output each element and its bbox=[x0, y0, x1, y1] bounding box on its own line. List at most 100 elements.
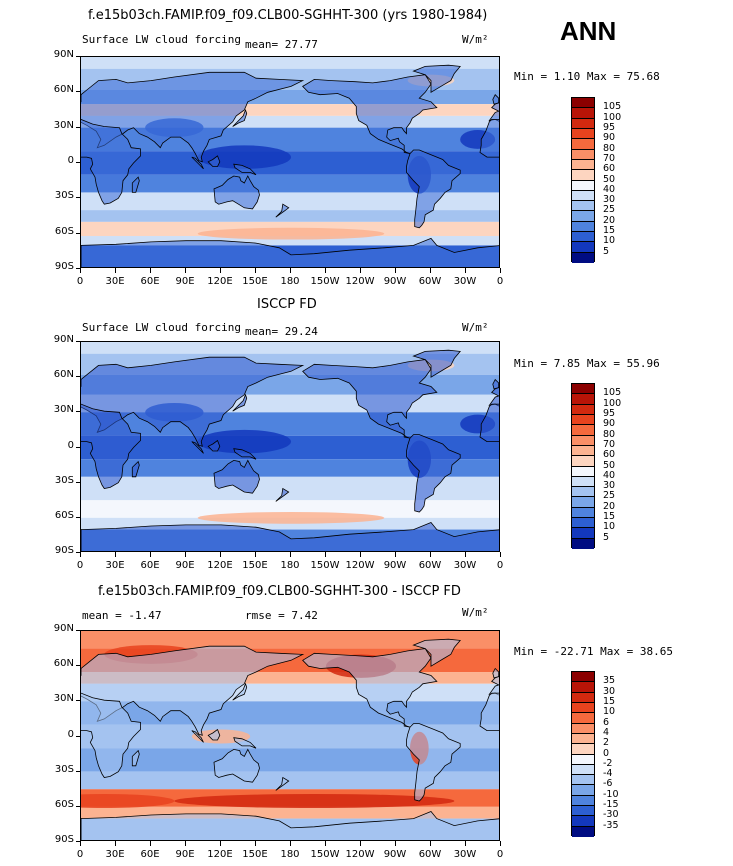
lon-tick-label: 150E bbox=[242, 849, 268, 860]
colorbar-swatch bbox=[572, 128, 594, 140]
lon-tick-mark bbox=[115, 268, 116, 273]
colorbar-label: 15 bbox=[603, 225, 616, 237]
lon-tick-label: 120E bbox=[207, 276, 233, 287]
field-band bbox=[81, 806, 499, 819]
colorbar-label: -10 bbox=[603, 788, 619, 800]
coastline bbox=[479, 119, 499, 158]
coastline bbox=[232, 108, 248, 127]
lon-tick-mark bbox=[395, 841, 396, 846]
coastline bbox=[302, 359, 438, 439]
lon-tick-mark bbox=[185, 841, 186, 846]
lon-tick-mark bbox=[395, 552, 396, 557]
colorbar-label: 50 bbox=[603, 173, 616, 185]
lon-tick-mark bbox=[360, 552, 361, 557]
colorbar-swatch bbox=[572, 795, 594, 807]
colorbar-swatch bbox=[572, 682, 594, 693]
coastline bbox=[492, 378, 499, 390]
coastline bbox=[479, 403, 499, 442]
lon-tick-label: 180 bbox=[280, 849, 300, 860]
colorbar-swatch bbox=[572, 435, 594, 446]
colorbar-label: -15 bbox=[603, 799, 619, 811]
lat-tick-label: 90S bbox=[54, 545, 74, 556]
colorbar-label: 0 bbox=[603, 747, 610, 759]
field-band bbox=[81, 115, 499, 128]
lat-tick-mark bbox=[76, 232, 80, 234]
lat-tick-label: 30S bbox=[54, 190, 74, 202]
panel1-mean: mean= 27.77 bbox=[245, 38, 318, 51]
coastline bbox=[81, 403, 141, 489]
lon-tick-mark bbox=[185, 268, 186, 273]
lon-tick-label: 0 bbox=[76, 276, 84, 287]
coastline bbox=[488, 102, 499, 122]
coastline bbox=[406, 149, 461, 229]
lon-tick-mark bbox=[255, 552, 256, 557]
lat-tick-label: 0 bbox=[67, 155, 74, 166]
field-band bbox=[81, 748, 499, 772]
lon-tick-label: 90E bbox=[175, 276, 195, 287]
lon-tick-mark bbox=[465, 841, 466, 846]
colorbar-swatch bbox=[572, 159, 594, 171]
lon-tick-label: 30W bbox=[453, 276, 477, 287]
colorbar-label: 4 bbox=[603, 726, 610, 738]
colorbar-swatch bbox=[572, 702, 594, 714]
colorbar-label: 60 bbox=[603, 449, 616, 461]
colorbar-swatch bbox=[572, 692, 594, 703]
colorbar-swatch bbox=[572, 98, 594, 109]
lon-tick-label: 60E bbox=[140, 560, 160, 571]
lat-tick-mark bbox=[76, 126, 80, 128]
coastline bbox=[406, 723, 461, 802]
field-band bbox=[81, 476, 499, 501]
lat-tick-mark bbox=[76, 552, 80, 553]
colorbar-swatch bbox=[572, 785, 594, 796]
lon-tick-label: 150E bbox=[242, 276, 268, 287]
lon-tick-label: 90W bbox=[383, 849, 407, 860]
lon-tick-label: 30W bbox=[453, 849, 477, 860]
field-anomaly bbox=[197, 429, 291, 454]
colorbar-label: 40 bbox=[603, 183, 616, 195]
panel2-mean: mean= 29.24 bbox=[245, 325, 318, 338]
colorbar-swatch bbox=[572, 466, 594, 477]
colorbar-swatch bbox=[572, 252, 594, 263]
field-anomaly bbox=[174, 793, 455, 809]
panel3-minmax: Min = -22.71 Max = 38.65 bbox=[514, 645, 673, 658]
lat-tick-label: 90N bbox=[53, 334, 74, 345]
lat-tick-label: 90S bbox=[54, 834, 74, 845]
lon-tick-label: 90E bbox=[175, 560, 195, 571]
colorbar-swatch bbox=[572, 826, 594, 837]
lat-tick-label: 90N bbox=[53, 623, 74, 634]
coastline bbox=[207, 155, 221, 167]
coastline bbox=[275, 203, 290, 218]
colorbar-label: -2 bbox=[603, 757, 613, 769]
lon-tick-label: 150E bbox=[242, 560, 268, 571]
lon-tick-label: 0 bbox=[76, 560, 84, 571]
lat-tick-mark bbox=[76, 376, 80, 378]
panel1-title: f.e15b03ch.FAMIP.f09_f09.CLB00-SGHHT-300… bbox=[88, 8, 488, 23]
coastline bbox=[232, 393, 248, 412]
lon-tick-mark bbox=[150, 552, 151, 557]
lat-tick-label: 90N bbox=[53, 49, 74, 60]
panel3-mean: mean = -1.47 bbox=[82, 609, 162, 622]
colorbar-swatch bbox=[572, 528, 594, 539]
coastline bbox=[412, 638, 461, 667]
lat-tick-mark bbox=[76, 446, 80, 448]
colorbar-label: 10 bbox=[603, 706, 616, 718]
colorbar-swatch bbox=[572, 221, 594, 233]
field-band bbox=[81, 500, 499, 518]
coastline bbox=[81, 119, 141, 205]
colorbar-swatch bbox=[572, 425, 594, 436]
lat-tick-label: 30N bbox=[53, 693, 74, 705]
lon-tick-mark bbox=[115, 841, 116, 846]
lat-tick-mark bbox=[76, 630, 80, 631]
lon-tick-mark bbox=[395, 268, 396, 273]
field-band bbox=[81, 631, 499, 649]
colorbar-swatch bbox=[572, 118, 594, 129]
coastline bbox=[213, 748, 260, 783]
field-band bbox=[81, 104, 499, 116]
lon-tick-mark bbox=[220, 268, 221, 273]
lon-tick-mark bbox=[360, 841, 361, 846]
lat-tick-mark bbox=[76, 735, 80, 737]
lon-tick-mark bbox=[290, 268, 291, 273]
colorbar-label: 60 bbox=[603, 163, 616, 175]
colorbar-swatch bbox=[572, 170, 594, 181]
colorbar-label: 100 bbox=[603, 397, 622, 409]
